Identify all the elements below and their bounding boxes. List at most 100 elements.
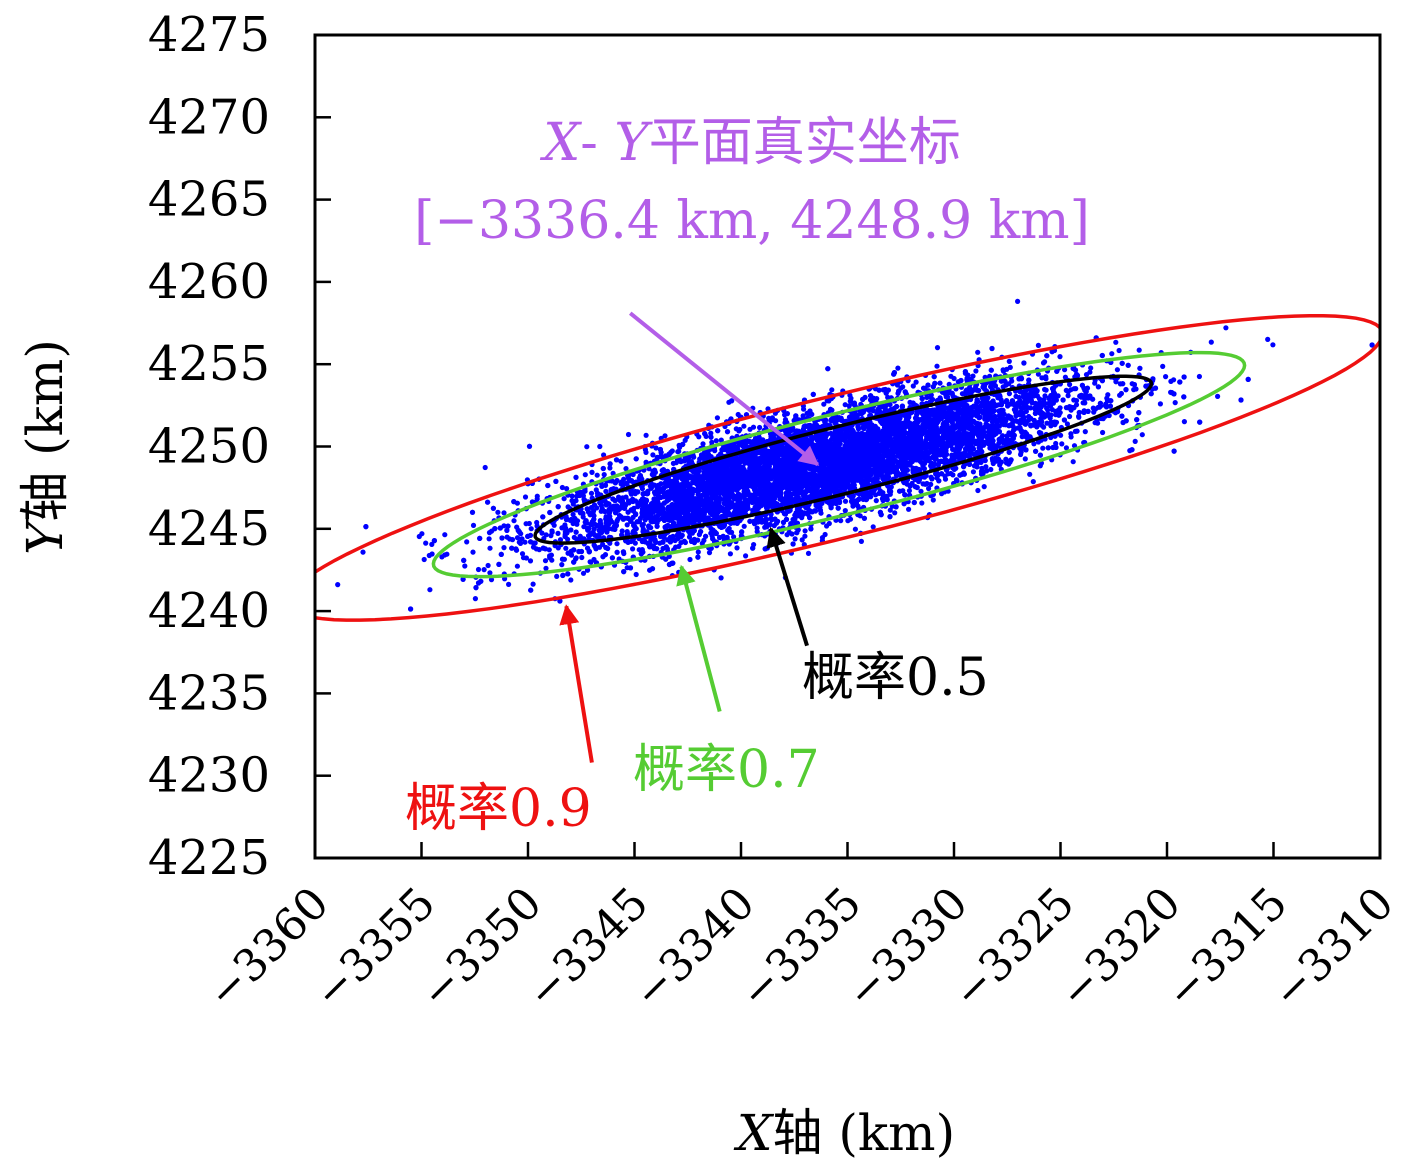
scatter-point xyxy=(582,472,588,478)
scatter-point xyxy=(887,507,893,513)
scatter-point xyxy=(485,562,491,569)
scatter-point xyxy=(530,581,536,587)
scatter-point xyxy=(750,424,757,430)
scatter-point xyxy=(695,549,701,555)
scatter-point xyxy=(563,545,569,551)
scatter-point xyxy=(975,487,981,494)
scatter-point xyxy=(487,570,493,576)
scatter-point xyxy=(970,469,977,475)
scatter-point xyxy=(335,582,341,588)
scatter-point xyxy=(601,472,607,478)
scatter-point xyxy=(937,380,943,386)
scatter-point xyxy=(1091,409,1097,415)
scatter-point xyxy=(829,387,835,393)
scatter-point xyxy=(913,379,919,385)
scatter-point xyxy=(625,431,632,438)
scatter-point xyxy=(1136,347,1142,353)
scatter-point xyxy=(926,485,932,492)
scatter-point xyxy=(543,565,549,571)
scatter-point xyxy=(630,546,636,552)
scatter-point xyxy=(1044,420,1050,426)
scatter-point xyxy=(1208,339,1214,345)
scatter-point xyxy=(643,432,649,438)
scatter-point xyxy=(950,472,956,478)
scatter-point xyxy=(1265,336,1271,342)
scatter-point xyxy=(741,523,747,529)
scatter-point xyxy=(633,571,639,578)
scatter-point xyxy=(1036,429,1042,436)
scatter-point xyxy=(757,424,763,431)
scatter-point xyxy=(934,363,940,369)
scatter-point xyxy=(619,528,625,534)
scatter-point xyxy=(934,345,941,351)
scatter-point xyxy=(568,577,574,583)
scatter-point xyxy=(1064,421,1070,427)
scatter-point xyxy=(1057,354,1063,360)
scatter-point xyxy=(470,522,477,529)
scatter-point xyxy=(653,445,659,451)
scatter-point xyxy=(971,463,978,469)
scatter-point xyxy=(741,423,747,429)
scatter-point xyxy=(928,481,934,487)
scatter-point xyxy=(629,478,635,484)
scatter-point xyxy=(792,536,798,542)
scatter-point xyxy=(580,570,587,576)
scatter-point xyxy=(472,596,478,602)
scatter-point xyxy=(501,545,507,551)
scatter-point xyxy=(618,458,624,464)
scatter-point xyxy=(1006,391,1013,397)
scatter-point xyxy=(713,438,719,444)
scatter-point xyxy=(1139,432,1145,438)
scatter-point xyxy=(423,540,429,546)
scatter-point xyxy=(988,466,994,473)
scatter-point xyxy=(588,490,595,496)
scatter-point xyxy=(1013,413,1019,419)
scatter-point xyxy=(718,437,724,443)
scatter-point xyxy=(587,559,593,565)
scatter-point xyxy=(1168,378,1174,384)
scatter-point xyxy=(981,484,987,490)
scatter-point xyxy=(488,577,495,583)
scatter-point xyxy=(1043,387,1049,393)
scatter-point xyxy=(594,472,600,478)
scatter-point xyxy=(514,563,521,569)
scatter-point xyxy=(1270,342,1276,348)
scatter-point xyxy=(597,518,603,524)
scatter-point xyxy=(1082,429,1088,435)
scatter-point xyxy=(1059,441,1065,447)
scatter-point xyxy=(1018,451,1024,458)
scatter-point xyxy=(733,426,739,432)
scatter-point xyxy=(1113,339,1119,345)
scatter-point xyxy=(561,496,567,502)
scatter-point xyxy=(555,530,561,537)
scatter-point xyxy=(1100,429,1106,436)
scatter-point xyxy=(906,506,912,512)
scatter-point xyxy=(1088,365,1094,371)
scatter-point xyxy=(714,415,721,421)
scatter-point xyxy=(1116,347,1122,354)
scatter-point xyxy=(1006,358,1012,364)
scatter-point xyxy=(842,498,849,504)
scatter-point xyxy=(743,553,749,559)
scatter-point xyxy=(1068,434,1074,440)
scatter-point xyxy=(1196,373,1202,380)
scatter-point xyxy=(1070,459,1076,465)
scatter-point xyxy=(487,545,493,551)
scatter-point xyxy=(718,575,724,581)
scatter-point xyxy=(858,538,865,545)
scatter-point xyxy=(824,523,830,529)
scatter-point xyxy=(1157,401,1163,407)
scatter-point xyxy=(546,547,552,553)
scatter-point xyxy=(1040,445,1046,451)
scatter-point xyxy=(895,365,901,371)
scatter-series xyxy=(335,298,1375,612)
scatter-point xyxy=(542,558,549,564)
scatter-point xyxy=(360,549,366,555)
scatter-point xyxy=(470,549,476,555)
scatter-point xyxy=(1118,390,1124,397)
scatter-point xyxy=(706,550,713,556)
scatter-point xyxy=(1114,367,1120,373)
scatter-point xyxy=(597,443,603,450)
scatter-point xyxy=(892,510,898,516)
